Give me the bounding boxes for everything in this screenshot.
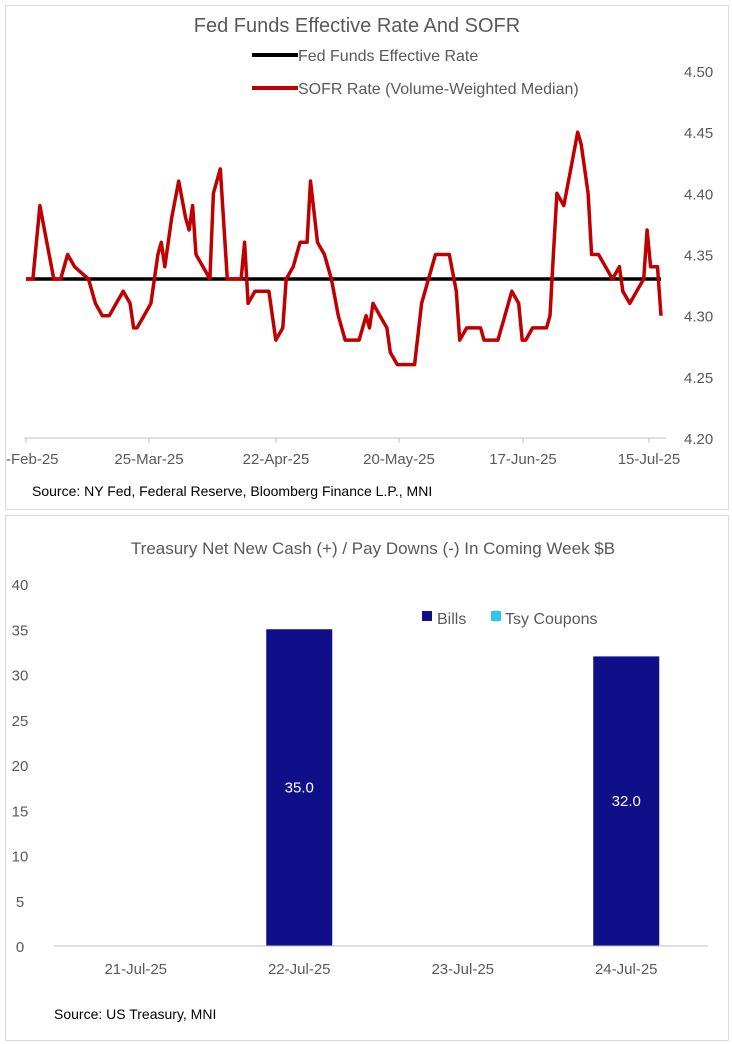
data-label: 0.0 bbox=[125, 931, 146, 948]
y-tick-label: 4.30 bbox=[684, 309, 713, 326]
legend-label-tsy-coupons: Tsy Coupons bbox=[505, 611, 598, 628]
x-tick-label: 17-Jun-25 bbox=[489, 451, 557, 468]
bar-bills bbox=[593, 656, 660, 946]
y-tick-label: 4.40 bbox=[684, 186, 713, 203]
legend-label-bills: Bills bbox=[437, 611, 466, 628]
y-tick-label: 4.45 bbox=[684, 125, 713, 142]
x-tick-label: 20-May-25 bbox=[363, 451, 435, 468]
data-label: 35.0 bbox=[285, 780, 314, 797]
source-note: Source: US Treasury, MNI bbox=[54, 1006, 216, 1022]
x-tick-label: 15-Jul-25 bbox=[618, 451, 681, 468]
x-axis-labels: 21-Jul-25 22-Jul-25 23-Jul-25 24-Jul-25 bbox=[104, 961, 657, 978]
y-tick-label: 20 bbox=[12, 758, 29, 775]
x-tick-label: 23-Jul-25 bbox=[431, 961, 494, 978]
bar-bills bbox=[266, 629, 333, 946]
legend: Fed Funds Effective Rate SOFR Rate (Volu… bbox=[252, 48, 579, 98]
y-tick-label: 5 bbox=[16, 894, 24, 911]
y-tick-label: 10 bbox=[12, 849, 29, 866]
legend-swatch-tsy-coupons bbox=[491, 611, 501, 621]
y-axis-labels: 4.20 4.25 4.30 4.35 4.40 4.45 4.50 bbox=[684, 64, 713, 448]
y-tick-label: 30 bbox=[12, 668, 29, 685]
legend-label-sofr: SOFR Rate (Volume-Weighted Median) bbox=[298, 81, 579, 98]
x-tick-label: 22-Jul-25 bbox=[268, 961, 331, 978]
data-label: 32.0 bbox=[612, 793, 641, 810]
fed-funds-sofr-chart-panel: Fed Funds Effective Rate And SOFR Fed Fu… bbox=[5, 5, 729, 510]
y-tick-label: 4.50 bbox=[684, 64, 713, 81]
y-tick-label: 4.20 bbox=[684, 431, 713, 448]
x-axis-ticks bbox=[25, 438, 650, 443]
legend: Bills Tsy Coupons bbox=[422, 611, 598, 628]
y-tick-label: 35 bbox=[12, 622, 29, 639]
y-tick-label: 0 bbox=[16, 939, 24, 956]
source-note: Source: NY Fed, Federal Reserve, Bloombe… bbox=[32, 483, 432, 499]
data-labels: 0.0 35.0 32.0 bbox=[125, 780, 641, 948]
legend-label-fed-funds: Fed Funds Effective Rate bbox=[298, 48, 478, 65]
y-tick-label: 4.35 bbox=[684, 248, 713, 265]
y-axis-labels: 0 5 10 15 20 25 30 35 40 bbox=[12, 577, 29, 956]
x-tick-label: 25-Mar-25 bbox=[114, 451, 183, 468]
y-tick-label: 15 bbox=[12, 803, 29, 820]
chart-title: Fed Funds Effective Rate And SOFR bbox=[194, 15, 520, 37]
treasury-cash-chart: Treasury Net New Cash (+) / Pay Downs (-… bbox=[12, 539, 708, 1022]
y-tick-label: 40 bbox=[12, 577, 29, 594]
y-tick-label: 25 bbox=[12, 713, 29, 730]
y-tick-label: 4.25 bbox=[684, 370, 713, 387]
x-tick-label: -Feb-25 bbox=[6, 451, 59, 468]
x-tick-label: 22-Apr-25 bbox=[243, 451, 310, 468]
legend-swatch-bills bbox=[422, 611, 432, 621]
x-tick-label: 24-Jul-25 bbox=[595, 961, 658, 978]
treasury-cash-chart-panel: Treasury Net New Cash (+) / Pay Downs (-… bbox=[5, 515, 729, 1041]
x-tick-label: 21-Jul-25 bbox=[104, 961, 167, 978]
chart-title: Treasury Net New Cash (+) / Pay Downs (-… bbox=[131, 539, 615, 558]
x-axis-labels: -Feb-25 25-Mar-25 22-Apr-25 20-May-25 17-Jun… bbox=[6, 451, 680, 468]
fed-funds-sofr-chart: Fed Funds Effective Rate And SOFR Fed Fu… bbox=[6, 15, 713, 499]
bars bbox=[266, 629, 660, 946]
series-line-sofr bbox=[26, 130, 663, 367]
